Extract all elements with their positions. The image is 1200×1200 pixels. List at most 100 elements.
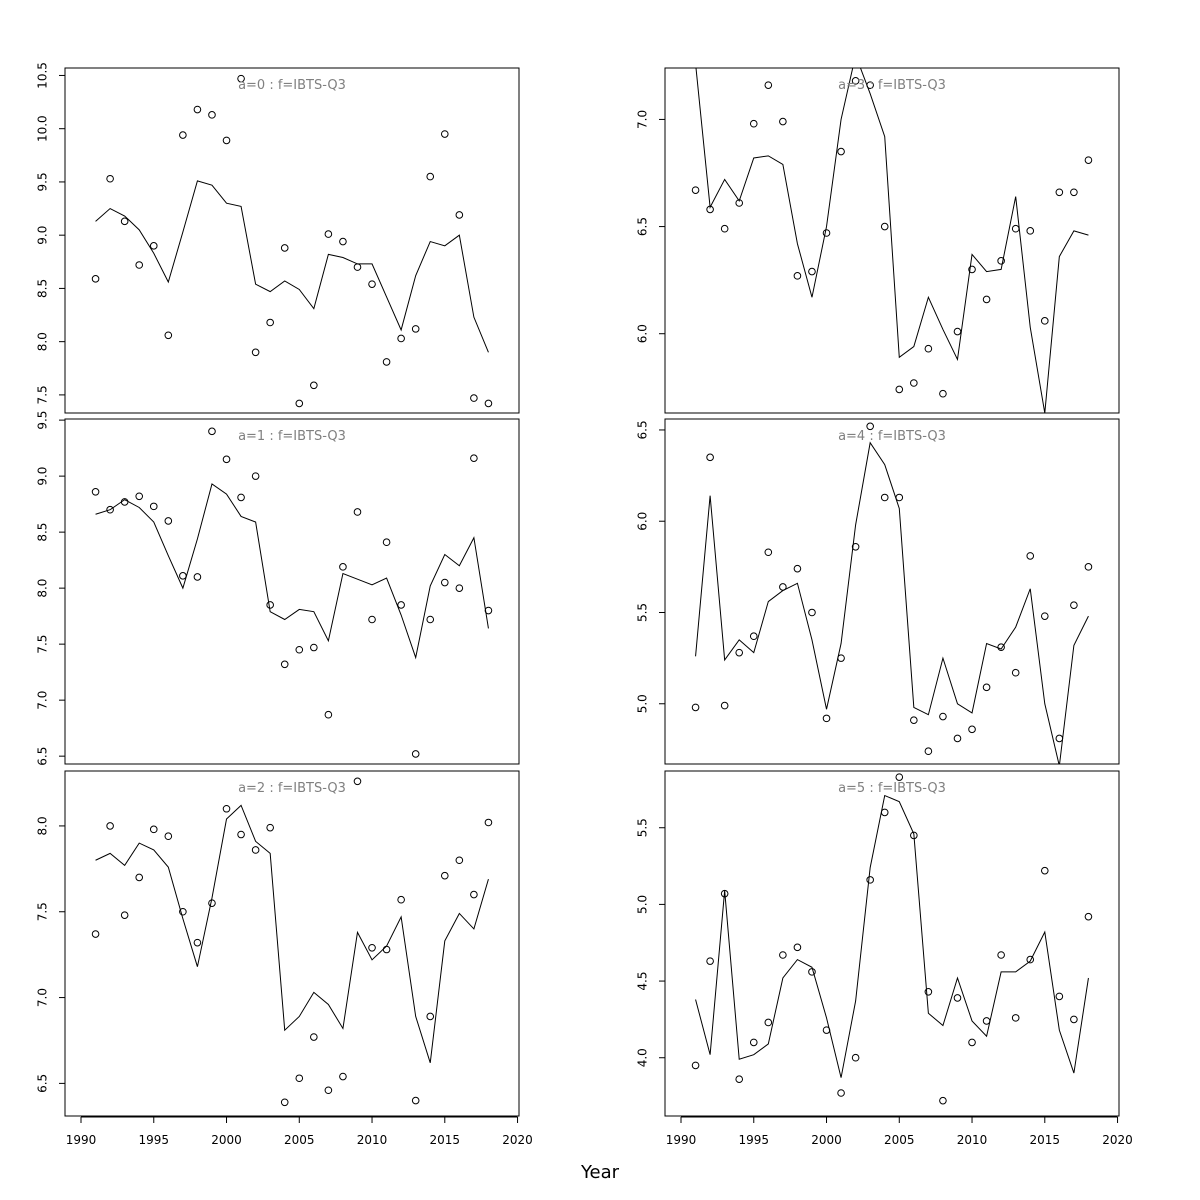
observed-point bbox=[1026, 552, 1035, 560]
observed-point bbox=[411, 325, 420, 333]
observed-point bbox=[851, 542, 860, 551]
observed-point bbox=[910, 716, 918, 724]
observed-point bbox=[779, 117, 787, 126]
panel-1: 6.0 6.5 7.0 a=3 : f=IBTS-Q3 bbox=[636, 67, 1120, 414]
x-tick-label: 2015 bbox=[1030, 1133, 1061, 1147]
observed-point bbox=[866, 81, 874, 89]
observed-point bbox=[135, 492, 144, 501]
y-tick-label: 9.0 bbox=[36, 226, 50, 245]
observed-point bbox=[251, 348, 260, 357]
x-tick-label: 2000 bbox=[211, 1133, 242, 1147]
panel-4: 6.5 7.0 7.5 8.0 a=2 : f=IBTS-Q3 bbox=[36, 770, 520, 1117]
y-tick-label: 10.5 bbox=[36, 62, 50, 89]
observed-point bbox=[706, 205, 714, 214]
observed-point bbox=[953, 994, 962, 1002]
y-tick-label: 9.5 bbox=[36, 411, 50, 430]
observed-point bbox=[193, 105, 202, 114]
x-tick-label: 1995 bbox=[138, 1133, 169, 1147]
observed-point bbox=[484, 399, 493, 408]
observed-point bbox=[1040, 317, 1049, 325]
observed-point bbox=[982, 683, 991, 692]
y-tick-label: 9.0 bbox=[36, 467, 50, 486]
observed-point bbox=[1055, 992, 1064, 1001]
x-tick-label: 2020 bbox=[502, 1133, 533, 1147]
y-tick-label: 6.5 bbox=[36, 747, 50, 766]
observed-point bbox=[310, 1033, 318, 1041]
panel-5: 4.0 4.5 5.0 5.5 a=5 : f=IBTS-Q3 bbox=[636, 770, 1120, 1117]
observed-point bbox=[193, 938, 202, 947]
observed-point bbox=[266, 601, 274, 609]
observed-point bbox=[720, 889, 729, 898]
panel-title: a=5 : f=IBTS-Q3 bbox=[838, 781, 946, 796]
x-tick-label: 2010 bbox=[357, 1133, 388, 1147]
observed-point bbox=[324, 710, 333, 719]
observed-point bbox=[706, 957, 714, 965]
observed-point bbox=[1055, 734, 1064, 743]
observed-point bbox=[470, 394, 478, 402]
observed-point bbox=[339, 563, 347, 571]
observed-point bbox=[822, 714, 831, 723]
observed-point bbox=[106, 174, 114, 183]
x-tick-label: 2010 bbox=[957, 1133, 988, 1147]
observed-point bbox=[1084, 156, 1093, 164]
observed-point bbox=[953, 734, 962, 743]
observed-point bbox=[179, 572, 187, 580]
observed-point bbox=[968, 265, 976, 274]
observed-point bbox=[691, 703, 700, 712]
fitted-line bbox=[695, 441, 1089, 764]
observed-point bbox=[924, 344, 933, 353]
observed-point bbox=[808, 968, 816, 976]
x-tick-label: 2000 bbox=[811, 1133, 842, 1147]
observed-point bbox=[164, 832, 173, 841]
observed-point bbox=[280, 244, 289, 252]
observed-point bbox=[851, 77, 860, 85]
observed-point bbox=[280, 1098, 289, 1107]
observed-point bbox=[997, 951, 1005, 959]
y-tick-label: 8.5 bbox=[36, 279, 50, 298]
x-tick-label: 2005 bbox=[284, 1133, 315, 1147]
observed-point bbox=[1084, 912, 1093, 921]
observed-point bbox=[735, 199, 744, 207]
observed-point bbox=[164, 517, 173, 525]
y-tick-label: 7.5 bbox=[36, 902, 50, 921]
x-axis-title: Year bbox=[580, 1162, 620, 1183]
observed-point bbox=[222, 136, 231, 145]
observed-point bbox=[793, 272, 802, 280]
panel-frame bbox=[64, 418, 520, 765]
observed-point bbox=[1040, 866, 1049, 875]
observed-point bbox=[426, 1012, 435, 1021]
observed-point bbox=[1011, 668, 1020, 677]
y-tick-label: 6.0 bbox=[636, 512, 650, 531]
observed-point bbox=[1084, 563, 1093, 571]
x-tick-label: 1990 bbox=[666, 1133, 697, 1147]
observed-point bbox=[382, 358, 391, 366]
observed-point bbox=[837, 147, 845, 156]
observed-point bbox=[295, 645, 304, 654]
y-tick-label: 8.5 bbox=[36, 523, 50, 542]
observed-point bbox=[368, 615, 376, 624]
observed-point bbox=[1026, 955, 1035, 964]
observed-point bbox=[895, 773, 904, 781]
observed-point bbox=[997, 257, 1005, 265]
observed-point bbox=[851, 1053, 860, 1062]
observed-point bbox=[1011, 1014, 1020, 1022]
observed-point bbox=[997, 643, 1005, 651]
observed-point bbox=[135, 873, 144, 882]
observed-point bbox=[411, 750, 420, 758]
observed-point bbox=[164, 331, 173, 340]
panel-title: a=0 : f=IBTS-Q3 bbox=[238, 78, 346, 93]
x-tick-label: 2020 bbox=[1102, 1133, 1133, 1147]
observed-point bbox=[764, 1018, 773, 1027]
x-tick-label: 2015 bbox=[430, 1133, 461, 1147]
y-tick-label: 7.0 bbox=[36, 988, 50, 1007]
observed-point bbox=[939, 712, 947, 721]
observed-point bbox=[470, 454, 478, 463]
observed-point bbox=[91, 930, 100, 938]
panel-frame bbox=[664, 770, 1120, 1117]
observed-point bbox=[866, 422, 874, 431]
observed-point bbox=[484, 606, 493, 615]
observed-point bbox=[1055, 188, 1064, 197]
observed-point bbox=[691, 1061, 700, 1070]
observed-point bbox=[837, 1089, 845, 1097]
observed-point bbox=[280, 660, 289, 669]
